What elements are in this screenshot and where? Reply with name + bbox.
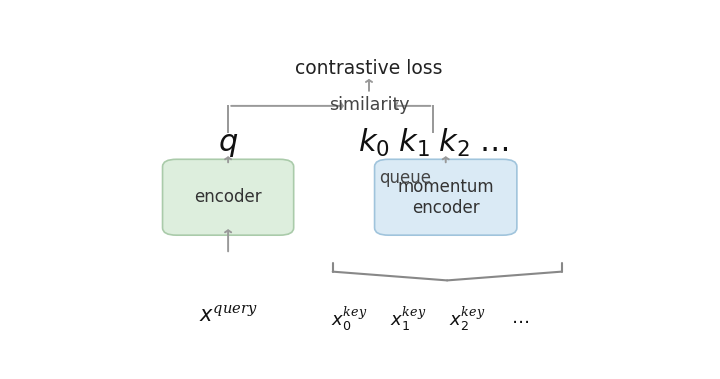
FancyBboxPatch shape bbox=[163, 159, 294, 235]
Text: similarity: similarity bbox=[329, 96, 409, 114]
Text: $x^{\mathregular{query}}$: $x^{\mathregular{query}}$ bbox=[199, 305, 258, 326]
FancyBboxPatch shape bbox=[374, 159, 517, 235]
Text: $k_0\;k_1\;k_2\;\ldots$: $k_0\;k_1\;k_2\;\ldots$ bbox=[358, 127, 508, 159]
Text: contrastive loss: contrastive loss bbox=[295, 59, 443, 78]
Text: $x_0^{\mathregular{key}}$: $x_0^{\mathregular{key}}$ bbox=[331, 304, 368, 332]
Text: $\ldots$: $\ldots$ bbox=[510, 309, 528, 327]
Text: $x_1^{\mathregular{key}}$: $x_1^{\mathregular{key}}$ bbox=[390, 304, 426, 332]
Text: momentum
encoder: momentum encoder bbox=[397, 178, 494, 217]
Text: $x_2^{\mathregular{key}}$: $x_2^{\mathregular{key}}$ bbox=[449, 304, 485, 332]
Text: $q$: $q$ bbox=[218, 128, 238, 159]
Text: encoder: encoder bbox=[194, 188, 262, 206]
Text: queue: queue bbox=[379, 169, 431, 187]
